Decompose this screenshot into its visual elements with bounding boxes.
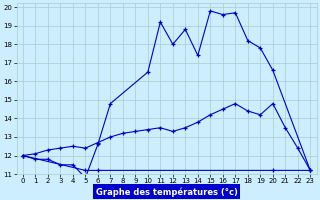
X-axis label: Graphe des températures (°c): Graphe des températures (°c) <box>96 187 237 197</box>
